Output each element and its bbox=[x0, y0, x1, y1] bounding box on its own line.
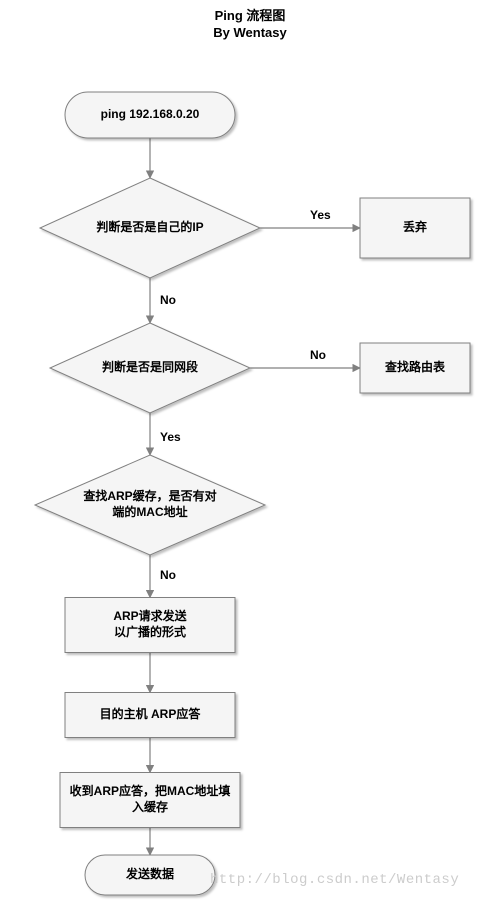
node-text-arpreq: ARP请求发送 以广播的形式 bbox=[71, 598, 229, 653]
node-text-route: 查找路由表 bbox=[366, 343, 464, 393]
node-text-start: ping 192.168.0.20 bbox=[71, 92, 229, 138]
node-text-arpresp: 目的主机 ARP应答 bbox=[71, 693, 229, 738]
edge-label-d2-d3: Yes bbox=[160, 430, 181, 444]
edge-label-d1-discard: Yes bbox=[310, 208, 331, 222]
node-text-send: 发送数据 bbox=[91, 855, 209, 895]
node-text-d1: 判断是否是自己的IP bbox=[82, 193, 218, 263]
edge-label-d3-arpreq: No bbox=[160, 568, 176, 582]
node-text-d3: 查找ARP缓存，是否有对端的MAC地址 bbox=[79, 470, 222, 540]
node-text-fillcache: 收到ARP应答，把MAC地址填入缓存 bbox=[66, 773, 234, 828]
node-text-discard: 丢弃 bbox=[366, 198, 464, 258]
watermark-text: http://blog.csdn.net/Wentasy bbox=[210, 872, 459, 888]
edge-label-d2-route: No bbox=[310, 348, 326, 362]
edge-label-d1-d2: No bbox=[160, 293, 176, 307]
node-text-d2: 判断是否是同网段 bbox=[88, 337, 212, 400]
